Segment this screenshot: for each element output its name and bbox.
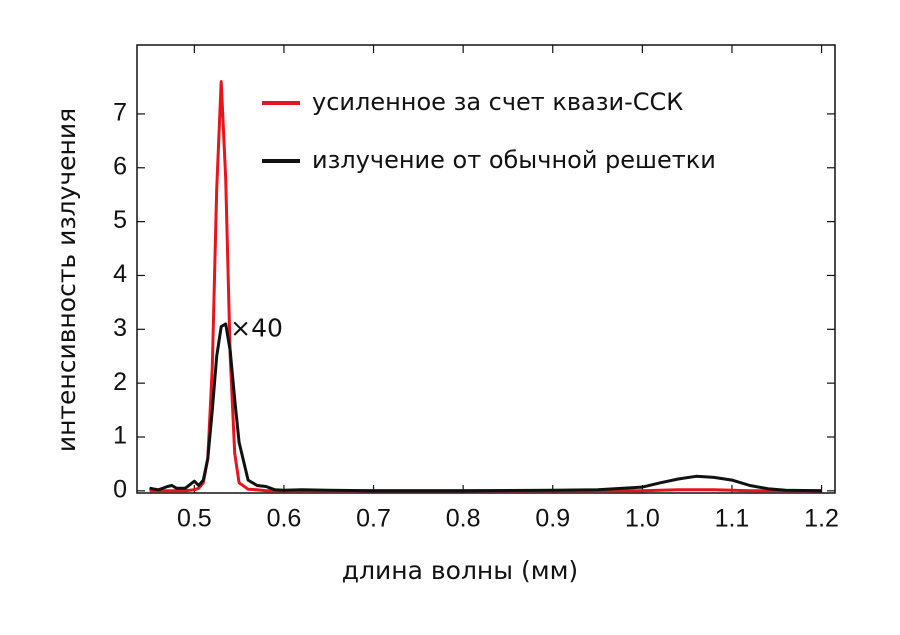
y-tick-label: 7 [113, 99, 127, 127]
plot-frame [136, 44, 836, 494]
x-tick-label: 0.9 [535, 505, 570, 533]
y-tick-label: 1 [113, 422, 127, 450]
x-axis-label: длина волны (мм) [342, 556, 578, 585]
legend-label: усиленное за счет квази-ССК [312, 88, 683, 116]
x-tick-label: 1.0 [625, 505, 660, 533]
x-tick-label: 0.6 [267, 505, 302, 533]
y-tick-label: 2 [113, 368, 127, 396]
y-tick-label: 3 [113, 314, 127, 342]
x-tick-label: 1.1 [715, 505, 750, 533]
annotation: ×40 [230, 313, 283, 342]
legend-label: излучение от обычной решетки [312, 146, 716, 174]
series-line [149, 322, 822, 493]
y-axis-label: интенсивность излучения [52, 108, 81, 452]
x-tick-label: 0.7 [356, 505, 391, 533]
x-tick-label: 0.5 [177, 505, 212, 533]
y-tick-label: 6 [113, 152, 127, 180]
series-line [149, 80, 822, 493]
x-tick-label: 1.2 [804, 505, 839, 533]
y-tick-label: 4 [113, 260, 127, 288]
x-tick-label: 0.8 [446, 505, 481, 533]
y-tick-label: 5 [113, 206, 127, 234]
y-tick-label: 0 [113, 475, 127, 503]
